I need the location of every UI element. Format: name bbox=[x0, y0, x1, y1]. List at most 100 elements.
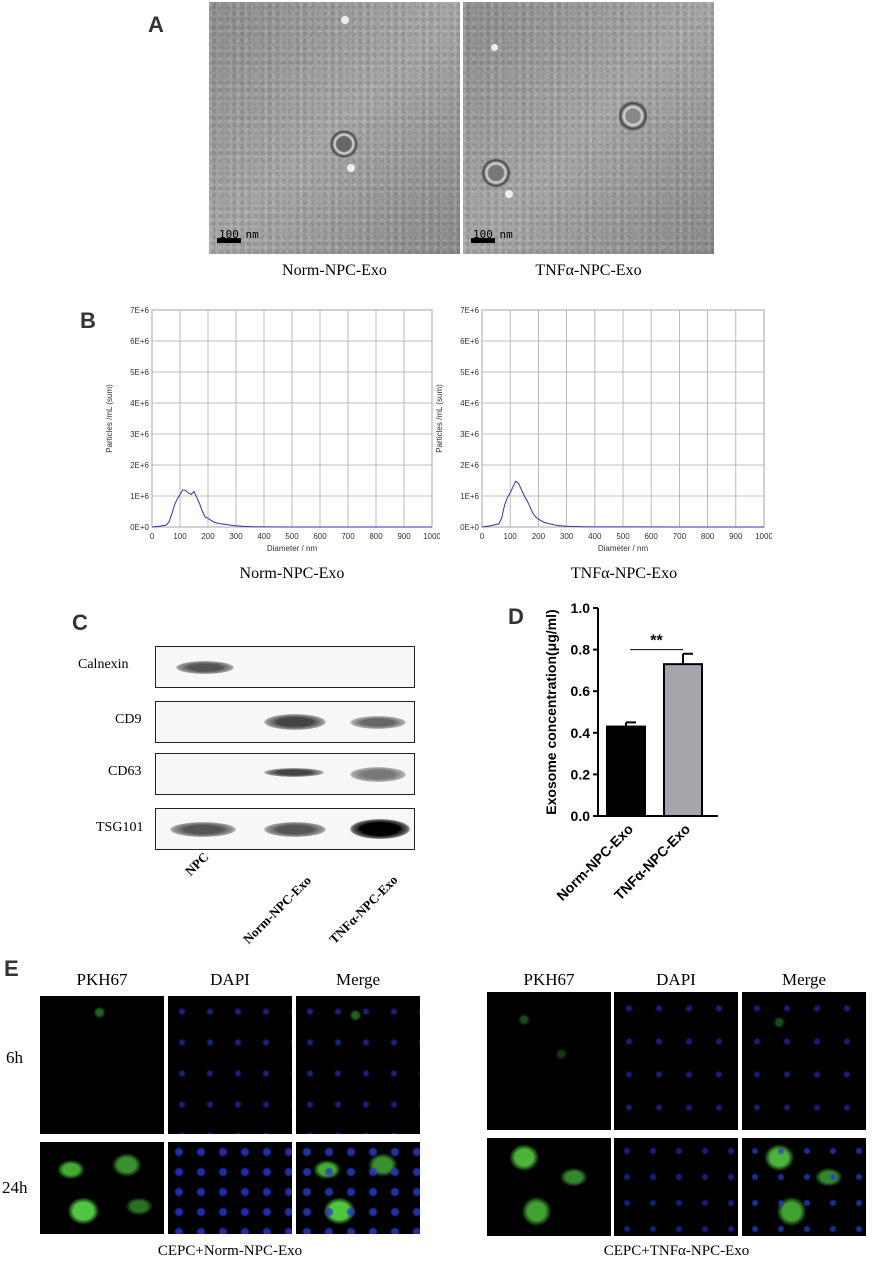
wb-blot-cd63 bbox=[155, 753, 415, 795]
micrograph-merge-6h-norm bbox=[296, 996, 420, 1134]
y-tick-label: 5E+6 bbox=[460, 368, 479, 377]
x-tick-label: 1000 bbox=[423, 532, 440, 541]
y-tick-label: 6E+6 bbox=[460, 337, 479, 346]
x-tick-label: 500 bbox=[285, 532, 299, 541]
panel-a-letter: A bbox=[148, 12, 164, 37]
exosome-particle bbox=[329, 130, 359, 158]
micrograph-pkh67-6h-tnf bbox=[487, 992, 611, 1130]
y-tick-label: 1E+6 bbox=[460, 492, 479, 501]
fluorescence-caption-tnf: CEPC+TNFα-NPC-Exo bbox=[603, 1243, 750, 1259]
wb-label-tsg101: TSG101 bbox=[96, 820, 144, 835]
significance-marker: ** bbox=[650, 633, 663, 650]
x-tick-label: 900 bbox=[729, 532, 743, 541]
micrograph-dapi-6h-norm bbox=[168, 996, 292, 1134]
wb-label-cd63: CD63 bbox=[108, 764, 142, 779]
debris-dot bbox=[505, 190, 513, 198]
tem-label-tnf: TNFα-NPC-Exo bbox=[535, 262, 642, 279]
x-tick-label: 400 bbox=[588, 532, 602, 541]
x-tick-label: 800 bbox=[701, 532, 715, 541]
col-label-dapi-left: DAPI bbox=[210, 970, 250, 989]
y-axis-label: Exosome concentration(μg/ml) bbox=[543, 609, 559, 814]
tem-image-norm: 100 nm bbox=[209, 2, 460, 254]
wb-label-cd9: CD9 bbox=[115, 712, 142, 727]
y-tick-label: 0.0 bbox=[571, 808, 591, 824]
size-distribution-line bbox=[151, 489, 433, 528]
y-tick-label: 6E+6 bbox=[130, 337, 149, 346]
y-tick-label: 0E+0 bbox=[460, 523, 479, 532]
wb-blot-cd9 bbox=[155, 701, 415, 743]
micrograph-pkh67-24h-tnf bbox=[487, 1138, 611, 1236]
y-tick-label: 5E+6 bbox=[130, 368, 149, 377]
x-tick-label: 0 bbox=[150, 532, 155, 541]
wb-band bbox=[176, 661, 234, 674]
panel-b-letter: B bbox=[80, 308, 96, 333]
x-tick-label: 300 bbox=[229, 532, 243, 541]
x-tick-label: 700 bbox=[341, 532, 355, 541]
col-label-pkh67-right: PKH67 bbox=[523, 970, 575, 989]
micrograph-pkh67-6h-norm bbox=[40, 996, 164, 1134]
y-tick-label: 3E+6 bbox=[460, 430, 479, 439]
wb-band bbox=[264, 768, 324, 777]
y-axis-label: Particles /mL (sum) bbox=[435, 384, 444, 453]
exosome-particle bbox=[619, 98, 647, 134]
debris-dot bbox=[491, 44, 498, 51]
debris-dot bbox=[347, 164, 355, 172]
x-tick-label: 0 bbox=[480, 532, 485, 541]
wb-band bbox=[350, 716, 406, 729]
y-tick-label: 1.0 bbox=[571, 600, 591, 616]
micrograph-merge-6h-tnf bbox=[742, 992, 866, 1130]
y-tick-label: 7E+6 bbox=[460, 306, 479, 315]
y-tick-label: 4E+6 bbox=[130, 399, 149, 408]
exosome-particle bbox=[481, 158, 511, 188]
wb-lane-npc: NPC bbox=[182, 849, 212, 879]
wb-band bbox=[350, 819, 410, 839]
bar bbox=[663, 663, 703, 817]
wb-label-calnexin: Calnexin bbox=[78, 657, 129, 672]
tem-image-tnf: 100 nm bbox=[463, 2, 714, 254]
nta-label-norm: Norm-NPC-Exo bbox=[239, 565, 345, 582]
wb-blot-calnexin bbox=[155, 646, 415, 688]
wb-lane-norm: Norm-NPC-Exo bbox=[240, 872, 314, 947]
col-label-pkh67-left: PKH67 bbox=[76, 970, 128, 989]
nta-label-tnf: TNFα-NPC-Exo bbox=[570, 565, 678, 582]
wb-band bbox=[350, 767, 406, 782]
row-label-6h: 6h bbox=[6, 1048, 23, 1067]
scale-bar bbox=[217, 238, 241, 243]
micrograph-merge-24h-norm bbox=[296, 1142, 420, 1234]
x-tick-label: 100 bbox=[504, 532, 518, 541]
x-tick-label: 400 bbox=[257, 532, 271, 541]
y-tick-label: 2E+6 bbox=[130, 461, 149, 470]
nta-chart-tnf: 0 100 200 300 400 500 600 700 800 900 1000 0E+0 1E+6… bbox=[435, 306, 772, 553]
bar bbox=[606, 725, 646, 817]
tem-label-norm: Norm-NPC-Exo bbox=[282, 262, 387, 279]
scale-text: 100 nm bbox=[473, 228, 513, 241]
x-tick-label: 500 bbox=[616, 532, 630, 541]
micrograph-dapi-24h-norm bbox=[168, 1142, 292, 1234]
y-tick-label: 3E+6 bbox=[130, 430, 149, 439]
x-tick-label: 200 bbox=[201, 532, 215, 541]
size-distribution-line bbox=[481, 480, 765, 528]
x-tick-label: 700 bbox=[673, 532, 687, 541]
scale-bar bbox=[471, 238, 495, 243]
nta-chart-norm: 0 100 200 300 400 500 600 700 800 900 1000 0E+0 1E+6… bbox=[105, 306, 440, 553]
x-tick-label: 900 bbox=[397, 532, 411, 541]
scale-text: 100 nm bbox=[219, 228, 259, 241]
panel-d-letter: D bbox=[508, 604, 524, 629]
y-tick-label: 4E+6 bbox=[460, 399, 479, 408]
wb-band bbox=[264, 822, 326, 837]
y-tick-label: 0.6 bbox=[571, 683, 591, 699]
panel-c-letter: C bbox=[72, 610, 88, 635]
x-tick-label: 200 bbox=[532, 532, 546, 541]
y-tick-label: 7E+6 bbox=[130, 306, 149, 315]
x-tick-label: 100 bbox=[173, 532, 187, 541]
y-axis-label: Particles /mL (sum) bbox=[105, 384, 114, 453]
x-tick-label: 300 bbox=[560, 532, 574, 541]
panel-e-letter: E bbox=[4, 956, 19, 981]
x-tick-label: 600 bbox=[313, 532, 327, 541]
row-label-24h: 24h bbox=[2, 1178, 28, 1197]
micrograph-dapi-24h-tnf bbox=[614, 1138, 738, 1236]
wb-band bbox=[264, 714, 326, 730]
y-tick-label: 2E+6 bbox=[460, 461, 479, 470]
x-axis-label: Diameter / nm bbox=[267, 544, 318, 553]
wb-band bbox=[170, 822, 236, 837]
